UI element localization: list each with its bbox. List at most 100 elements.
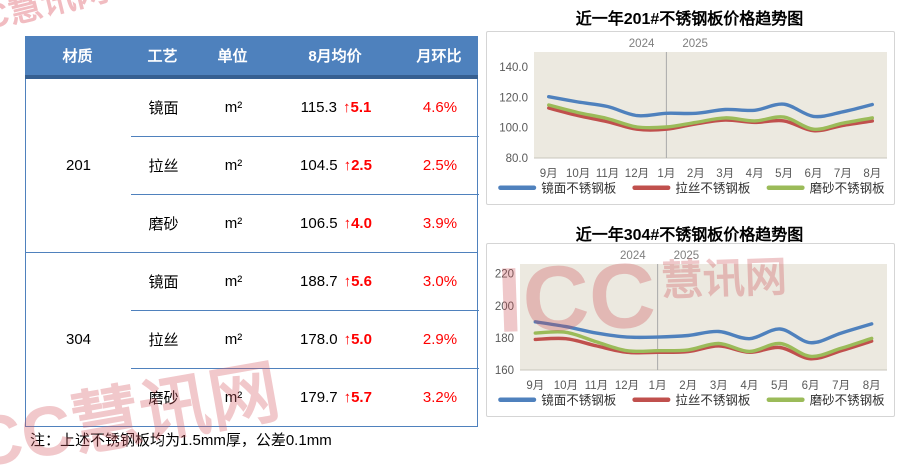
- legend-swatch-2: [766, 185, 805, 190]
- chart-title-304: 近一年304#不锈钢板价格趋势图: [575, 227, 804, 244]
- col-header-process: 工艺: [147, 48, 178, 65]
- price-value: 178.0: [300, 331, 338, 348]
- unit-cell: m²: [224, 215, 243, 232]
- mom-cell: 4.6%: [422, 99, 458, 116]
- mom-cell: 2.5%: [422, 157, 458, 174]
- price-cell: 188.7 ↑5.6: [271, 273, 401, 290]
- y-tick-label: 100.0: [499, 123, 528, 135]
- price-value: 106.5: [300, 215, 338, 232]
- unit-cell: m²: [224, 99, 243, 116]
- trend-chart-201: 2024 2025 80.0 100.0 120.0 140.0 9月 10月 11月 12月 1月…: [486, 31, 895, 205]
- price-table: 材质 工艺 单位 8月均价 月环比 201 镜面 m² 115.3 ↑5.1 4.…: [25, 36, 479, 427]
- price-cell: 104.5 ↑2.5: [271, 157, 401, 174]
- legend-label-1: 拉丝不锈钢板: [675, 181, 751, 196]
- col-header-aug-avg-price: 8月均价: [308, 48, 362, 65]
- x-tick-label: 7月: [832, 380, 850, 392]
- price-cell: 179.7 ↑5.7: [271, 389, 401, 406]
- process-cell: 镜面: [148, 274, 179, 291]
- table-row: 磨砂 m² 106.5 ↑4.0 3.9%: [131, 194, 479, 252]
- x-tick-label: 11月: [585, 380, 608, 392]
- x-tick-label: 10月: [566, 168, 590, 180]
- y-tick-label: 180: [495, 333, 514, 345]
- series-line-0: [547, 94, 874, 119]
- material-label: 201: [65, 157, 92, 174]
- y-tick-label: 200: [495, 301, 514, 313]
- price-change-up: ↑5.6: [343, 273, 372, 290]
- x-tick-label: 3月: [716, 168, 734, 180]
- table-row: 拉丝 m² 104.5 ↑2.5 2.5%: [131, 136, 479, 194]
- mom-cell: 2.9%: [422, 331, 458, 348]
- legend-label-0: 镜面不锈钢板: [541, 181, 617, 196]
- x-tick-label: 8月: [863, 168, 881, 180]
- material-group-304: 304 镜面 m² 188.7 ↑5.6 3.0% 拉丝 m² 178.0 ↑5.0…: [26, 252, 479, 426]
- price-value: 188.7: [300, 273, 338, 290]
- process-cell: 磨砂: [148, 216, 179, 233]
- y-tick-label: 140.0: [499, 62, 528, 74]
- x-tick-label: 6月: [805, 168, 823, 180]
- trend-chart-304: 2024 2025 160 180 200 220 9月 10月 11月 12月 1月 2月 3月 4月 5…: [486, 243, 895, 417]
- mom-cell: 3.9%: [422, 215, 458, 232]
- mom-cell: 3.0%: [422, 273, 458, 290]
- price-value: 104.5: [300, 157, 338, 174]
- trend-chart-304-svg: 2024 2025 160 180 200 220 9月 10月 11月 12月 1月 2月 3月 4月 5…: [495, 250, 887, 408]
- legend-swatch-1: [632, 397, 671, 402]
- trend-chart-201-svg: 2024 2025 80.0 100.0 120.0 140.0 9月 10月 11月 12月 1月…: [498, 38, 887, 196]
- y-tick-label: 220: [495, 269, 514, 281]
- x-tick-label: 4月: [740, 380, 758, 392]
- legend-label-0: 镜面不锈钢板: [541, 393, 617, 408]
- process-cell: 拉丝: [148, 158, 179, 175]
- table-header-row: 材质 工艺 单位 8月均价 月环比: [25, 36, 478, 79]
- x-tick-label: 6月: [802, 380, 820, 392]
- table-row: 拉丝 m² 178.0 ↑5.0 2.9%: [131, 310, 479, 368]
- x-tick-label: 1月: [657, 168, 675, 180]
- x-tick-label: 8月: [863, 380, 881, 392]
- col-header-unit: 单位: [217, 48, 248, 65]
- group-rows: 镜面 m² 188.7 ↑5.6 3.0% 拉丝 m² 178.0 ↑5.0 2.9…: [131, 253, 479, 426]
- col-header-mom: 月环比: [416, 48, 462, 65]
- table-row: 镜面 m² 188.7 ↑5.6 3.0%: [131, 253, 479, 310]
- x-tick-label: 2月: [679, 380, 697, 392]
- price-cell: 178.0 ↑5.0: [271, 331, 401, 348]
- price-cell: 106.5 ↑4.0: [271, 215, 401, 232]
- y-tick-label: 120.0: [499, 92, 528, 104]
- price-value: 115.3: [300, 99, 338, 116]
- process-cell: 磨砂: [148, 390, 179, 407]
- x-tick-label: 5月: [771, 380, 789, 392]
- x-tick-label: 12月: [625, 168, 649, 180]
- legend-label-2: 磨砂不锈钢板: [810, 181, 886, 196]
- process-cell: 拉丝: [148, 332, 179, 349]
- plot-area: [534, 52, 887, 158]
- price-change-up: ↑2.5: [343, 157, 372, 174]
- x-tick-label: 2月: [687, 168, 705, 180]
- price-cell: 115.3 ↑5.1: [271, 99, 401, 116]
- year-label-left: 2024: [629, 38, 655, 50]
- price-change-up: ↑4.0: [343, 215, 372, 232]
- material-group-201: 201 镜面 m² 115.3 ↑5.1 4.6% 拉丝 m² 104.5 ↑2.5…: [26, 79, 479, 252]
- series-line-2: [533, 330, 874, 359]
- unit-cell: m²: [224, 331, 243, 348]
- year-label-right: 2025: [682, 38, 708, 50]
- unit-cell: m²: [224, 273, 243, 290]
- series-line-0: [533, 320, 874, 345]
- x-tick-label: 9月: [540, 168, 558, 180]
- price-change-up: ↑5.1: [343, 99, 372, 116]
- unit-cell: m²: [224, 389, 243, 406]
- table-body: 201 镜面 m² 115.3 ↑5.1 4.6% 拉丝 m² 104.5 ↑2.5…: [25, 79, 479, 427]
- unit-cell: m²: [224, 157, 243, 174]
- series-line-2: [547, 103, 874, 132]
- legend-swatch-2: [766, 397, 805, 402]
- legend-label-1: 拉丝不锈钢板: [675, 393, 751, 408]
- series-line-1: [533, 336, 874, 361]
- y-tick-label: 160: [495, 365, 514, 377]
- col-header-material: 材质: [62, 48, 93, 65]
- x-tick-label: 10月: [554, 380, 578, 392]
- x-tick-label: 5月: [775, 168, 793, 180]
- process-cell: 镜面: [148, 100, 179, 117]
- x-tick-label: 12月: [615, 380, 639, 392]
- price-value: 179.7: [300, 389, 338, 406]
- x-tick-label: 11月: [596, 168, 619, 180]
- price-change-up: ↑5.7: [343, 389, 372, 406]
- x-tick-label: 1月: [649, 380, 667, 392]
- table-row: 镜面 m² 115.3 ↑5.1 4.6%: [131, 79, 479, 136]
